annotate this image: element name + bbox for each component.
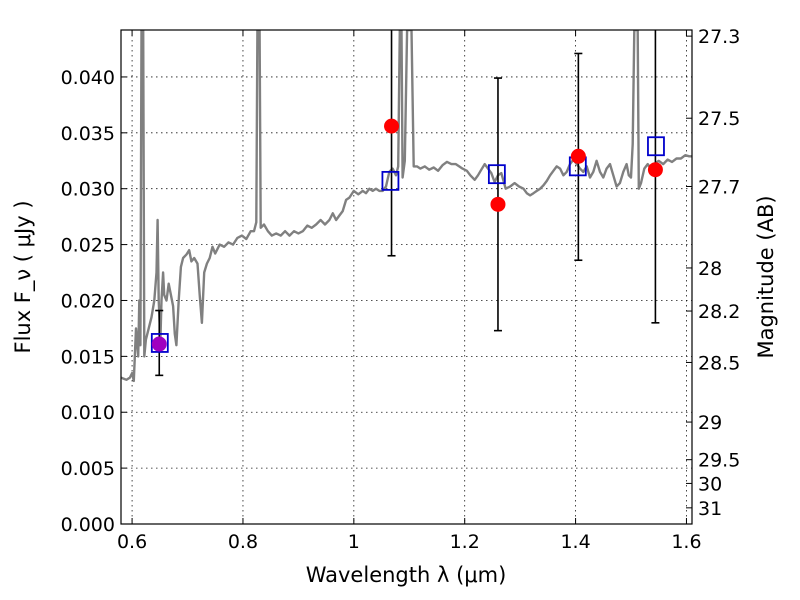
right-tick-label: 27.7 (698, 176, 740, 198)
tick-labels: 0.6 0.8 1 1.2 1.4 1.6 0.000 0.005 0.010 0.015 0.02… (61, 26, 741, 553)
right-tick-label: 28 (698, 258, 722, 280)
right-axis-label: Magnitude (AB) (754, 195, 778, 358)
y-tick-label: 0.010 (61, 402, 115, 424)
sed-line (121, 30, 692, 383)
y-tick-label: 0.030 (61, 179, 115, 201)
x-tick-label: 1 (348, 531, 360, 553)
plot-frame (120, 29, 693, 525)
y-tick-label: 0.020 (61, 290, 115, 312)
y-axis-label: Flux F_ν ( μJy ) (11, 200, 36, 353)
sed-model-spectrum (121, 30, 692, 383)
right-tick-label: 28.2 (698, 301, 740, 323)
right-tick-label: 27.5 (698, 108, 740, 130)
observed-flux-point (151, 336, 167, 352)
observed-flux-point (570, 148, 586, 164)
y-tick-label: 0.015 (61, 346, 115, 368)
y-tick-label: 0.000 (61, 514, 115, 536)
right-tick-label: 27.3 (698, 26, 740, 48)
x-tick-label: 0.8 (228, 531, 258, 553)
observed-flux-point (490, 196, 506, 212)
x-tick-label: 0.6 (117, 531, 147, 553)
y-tick-label: 0.025 (61, 235, 115, 257)
observed-photometry-markers (151, 118, 663, 352)
x-tick-label: 1.6 (671, 531, 701, 553)
right-tick-label: 29 (698, 412, 722, 434)
axis-ticks (121, 30, 692, 525)
model-flux-square (647, 136, 665, 157)
model-flux-square (150, 333, 169, 353)
x-axis-label: Wavelength λ (μm) (306, 563, 507, 587)
observed-flux-point (384, 118, 400, 134)
right-tick-label: 30 (698, 473, 722, 495)
observed-flux-point (647, 162, 663, 178)
right-tick-label: 31 (698, 498, 722, 520)
right-tick-label: 28.5 (698, 352, 740, 374)
right-tick-label: 29.5 (698, 450, 740, 472)
model-flux-square (487, 164, 506, 185)
y-tick-label: 0.040 (61, 67, 115, 89)
model-flux-square (381, 170, 400, 191)
x-tick-label: 1.2 (450, 531, 480, 553)
y-tick-label: 0.005 (61, 458, 115, 480)
y-tick-label: 0.035 (61, 123, 115, 145)
x-tick-label: 1.4 (560, 531, 590, 553)
